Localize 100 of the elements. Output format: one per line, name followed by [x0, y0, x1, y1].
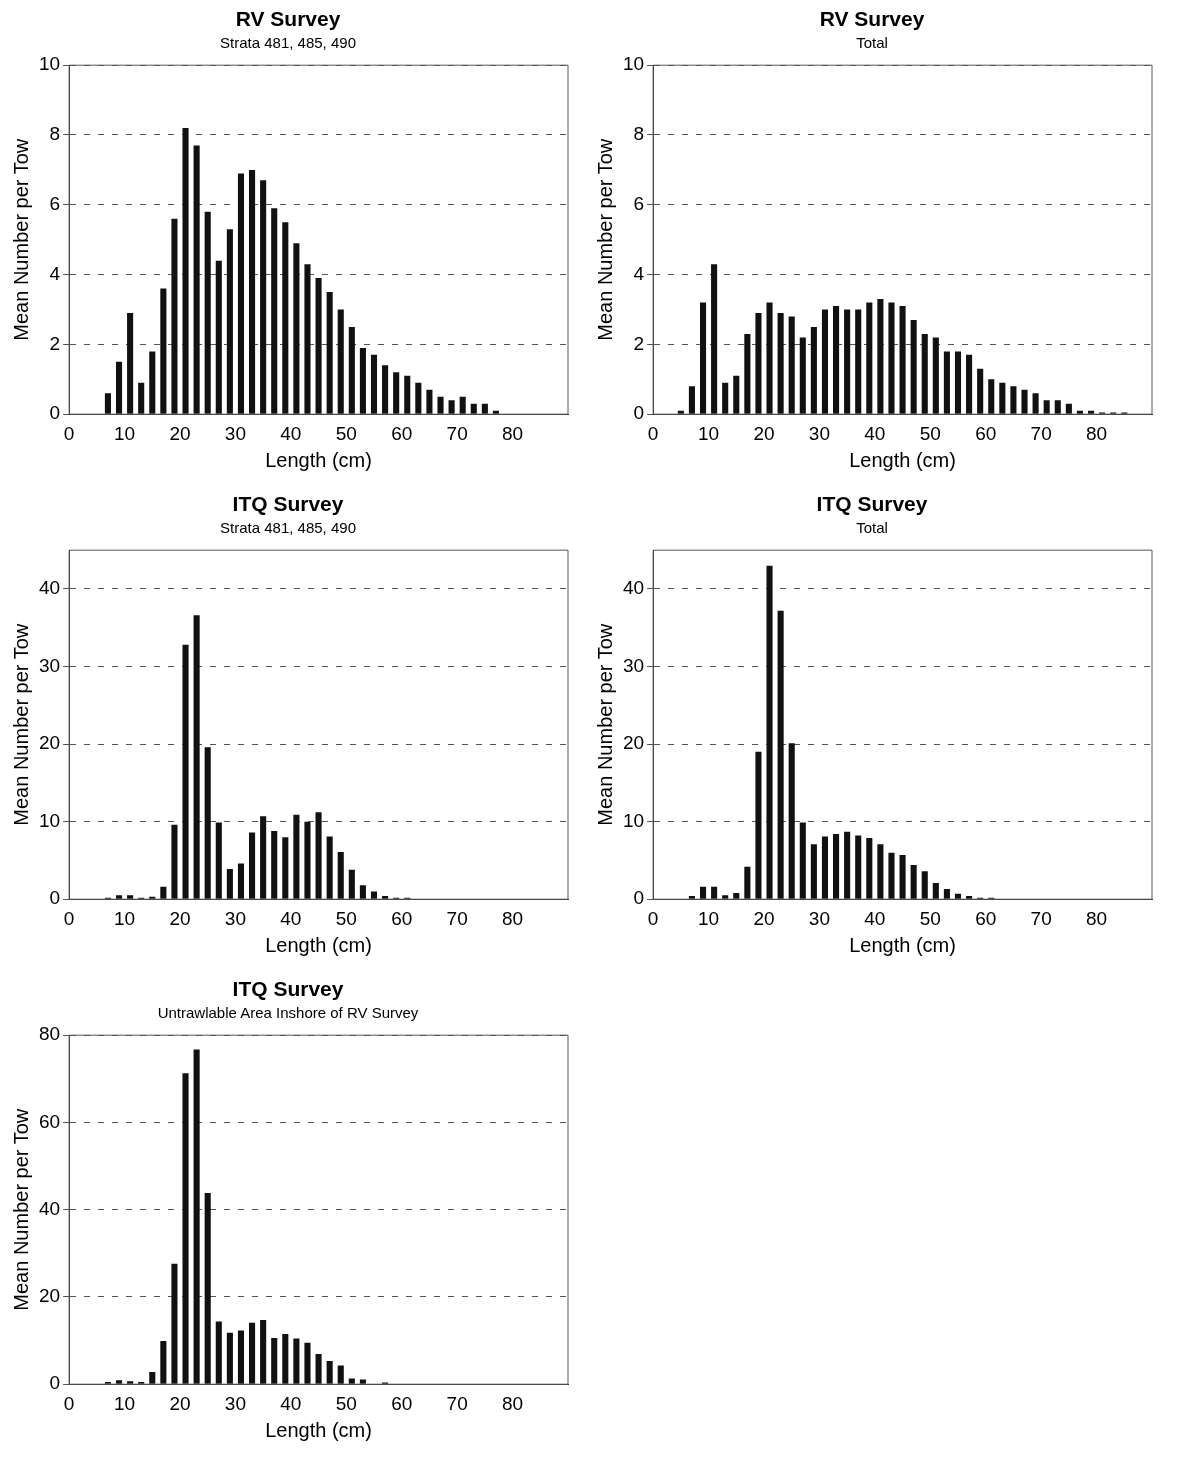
bar	[204, 747, 211, 899]
bar	[271, 1337, 278, 1384]
bar	[282, 222, 289, 414]
bar	[393, 372, 400, 414]
x-tick-label: 30	[808, 422, 830, 444]
x-tick-label: 40	[280, 907, 302, 929]
bar	[722, 895, 729, 899]
chart-title: ITQ Survey	[232, 492, 344, 516]
bar	[1043, 400, 1050, 414]
y-tick-label: 0	[49, 1372, 61, 1394]
bar	[348, 869, 355, 899]
bar	[138, 382, 145, 414]
y-tick-label: 2	[49, 332, 61, 354]
x-axis-title: Length (cm)	[265, 448, 372, 471]
bar	[777, 312, 784, 414]
bar	[932, 882, 939, 899]
bar	[459, 396, 466, 414]
bar	[766, 565, 773, 899]
bar	[127, 312, 134, 414]
x-tick-label: 50	[919, 907, 941, 929]
y-tick-label: 4	[633, 262, 645, 284]
bar	[1032, 393, 1039, 414]
y-tick-label: 20	[622, 732, 645, 754]
bar	[293, 814, 300, 899]
bar	[226, 1332, 233, 1384]
bar	[293, 1338, 300, 1384]
x-tick-label: 50	[919, 422, 941, 444]
x-axis-title: Length (cm)	[265, 933, 372, 956]
bar	[182, 1073, 189, 1384]
y-tick-label: 6	[49, 193, 61, 215]
y-tick-label: 20	[38, 1285, 61, 1307]
y-tick-label: 40	[38, 1197, 61, 1219]
bar	[966, 354, 973, 414]
x-tick-label: 0	[647, 422, 659, 444]
bar	[988, 379, 995, 414]
bar	[304, 1342, 311, 1384]
bar	[932, 337, 939, 414]
x-tick-label: 10	[113, 1392, 136, 1414]
bar	[271, 830, 278, 899]
x-tick-label: 50	[335, 422, 357, 444]
x-tick-label: 80	[502, 422, 524, 444]
bar	[744, 333, 751, 414]
x-tick-label: 50	[335, 1392, 357, 1414]
bar	[1054, 400, 1061, 414]
x-tick-label: 60	[391, 907, 413, 929]
bar	[1087, 410, 1095, 414]
bar	[115, 895, 123, 899]
bar	[437, 396, 444, 414]
bar	[249, 1322, 256, 1384]
bar	[799, 337, 806, 414]
bar	[226, 868, 233, 899]
bar	[115, 1380, 123, 1384]
bar	[470, 403, 477, 414]
bar	[404, 375, 411, 414]
chart-title: RV Survey	[235, 7, 341, 31]
bar	[788, 743, 795, 899]
x-tick-label: 0	[647, 907, 659, 929]
y-tick-label: 30	[622, 654, 645, 676]
bar	[921, 871, 928, 899]
bar	[282, 837, 289, 899]
bar	[766, 302, 773, 414]
bar	[215, 822, 222, 899]
bar	[337, 1365, 344, 1384]
bar	[888, 852, 895, 899]
bar	[204, 211, 211, 414]
y-axis-title: Mean Number per Tow	[593, 623, 616, 826]
bar	[204, 1193, 211, 1384]
x-tick-label: 70	[446, 907, 468, 929]
bar	[149, 351, 156, 414]
bar	[855, 309, 862, 414]
chart-subtitle: Total	[856, 34, 888, 52]
bar	[326, 1361, 333, 1384]
bar	[415, 382, 422, 414]
bar	[910, 865, 917, 899]
bar	[260, 1320, 267, 1384]
bar	[1065, 403, 1072, 414]
x-tick-label: 80	[502, 1392, 524, 1414]
bar	[755, 312, 762, 414]
bar	[733, 375, 740, 414]
bar	[711, 264, 718, 414]
bar	[866, 302, 873, 414]
y-tick-label: 8	[633, 123, 645, 145]
bar	[722, 382, 729, 414]
bar	[943, 889, 950, 899]
chart-subtitle: Untrawlable Area Inshore of RV Survey	[157, 1004, 419, 1022]
x-tick-label: 70	[446, 1392, 468, 1414]
x-axis-title: Length (cm)	[849, 933, 956, 956]
bar	[821, 836, 829, 899]
bar	[359, 885, 366, 899]
bar	[744, 866, 751, 899]
bar	[193, 615, 200, 899]
x-tick-label: 30	[224, 422, 246, 444]
bar	[182, 644, 189, 899]
bar	[733, 893, 740, 899]
bar	[943, 351, 950, 414]
x-tick-label: 50	[335, 907, 357, 929]
bar	[359, 1379, 366, 1384]
x-tick-label: 60	[975, 422, 997, 444]
bar	[844, 831, 851, 899]
bar	[1076, 410, 1083, 414]
